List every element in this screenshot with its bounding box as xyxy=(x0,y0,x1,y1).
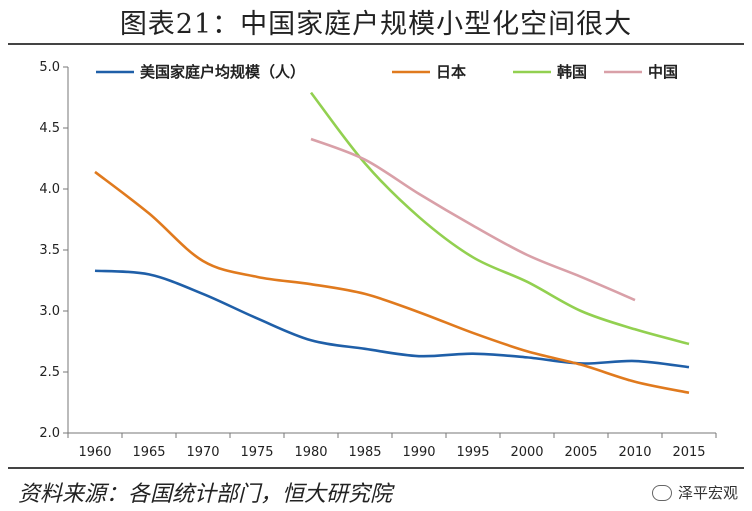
x-tick-label: 1970 xyxy=(186,445,219,460)
y-tick-label: 2.5 xyxy=(39,365,60,380)
x-tick-label: 1985 xyxy=(348,445,381,460)
y-tick-label: 5.0 xyxy=(39,60,60,75)
series-line xyxy=(94,269,690,369)
legend: 美国家庭户均规模（人） 日本 韩国 中国 xyxy=(96,63,678,81)
line-chart: 2.0 2.5 3.0 3.5 4.0 4.5 5.0 1960 1965 1970 1975 198… xyxy=(39,60,717,460)
series-line xyxy=(309,91,690,346)
x-tick-label: 2010 xyxy=(618,445,651,460)
y-tick-label: 3.0 xyxy=(39,304,60,319)
y-tick-label: 2.0 xyxy=(39,426,60,441)
footer-divider xyxy=(8,467,744,469)
watermark-text: 泽平宏观 xyxy=(677,484,738,502)
x-tick-label: 2015 xyxy=(672,445,705,460)
title-divider xyxy=(8,43,744,45)
x-tick-label: 1960 xyxy=(78,445,111,460)
series-line xyxy=(310,137,636,302)
chart-title: 图表21：中国家庭户规模小型化空间很大 xyxy=(119,9,633,40)
x-tick-label: 1975 xyxy=(240,445,273,460)
x-tick-label: 2000 xyxy=(510,445,543,460)
axes xyxy=(63,66,717,438)
x-tick-label: 2005 xyxy=(564,445,597,460)
wechat-icon xyxy=(651,484,672,501)
watermark: 泽平宏观 xyxy=(651,482,738,503)
series-lines xyxy=(94,91,690,395)
y-tick-label: 3.5 xyxy=(39,243,60,258)
x-tick-label: 1965 xyxy=(132,445,165,460)
legend-label: 韩国 xyxy=(557,63,587,81)
tick-labels: 2.0 2.5 3.0 3.5 4.0 4.5 5.0 1960 1965 1970 1975 198… xyxy=(39,60,705,460)
legend-label: 中国 xyxy=(648,63,678,81)
y-tick-label: 4.5 xyxy=(39,121,60,136)
series-line xyxy=(94,170,690,395)
x-tick-label: 1990 xyxy=(402,445,435,460)
y-tick-label: 4.0 xyxy=(39,182,60,197)
x-tick-label: 1995 xyxy=(456,445,489,460)
source-note: 资料来源：各国统计部门，恒大研究院 xyxy=(18,482,393,507)
x-tick-label: 1980 xyxy=(294,445,327,460)
legend-label: 美国家庭户均规模（人） xyxy=(140,63,305,81)
legend-label: 日本 xyxy=(436,63,466,81)
